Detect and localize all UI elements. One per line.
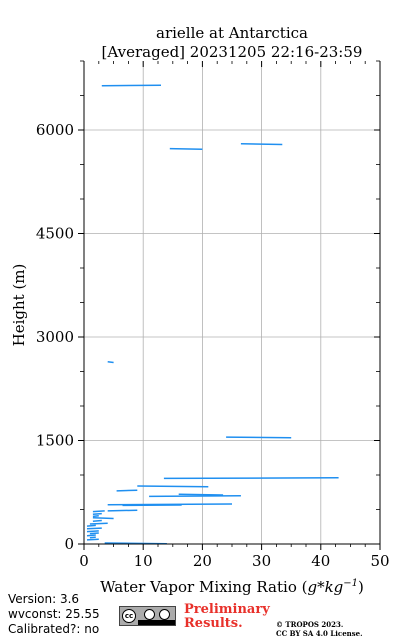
profile-segment-25: [89, 536, 96, 539]
profile-segment-15: [92, 512, 102, 516]
y-axis-label: Height (m): [10, 264, 28, 347]
attribution-icon: [144, 609, 155, 620]
wvconst-text: wvconst: 25.55: [8, 607, 100, 621]
x-tick-label: 50: [370, 552, 389, 570]
profile-segment-17: [92, 517, 114, 520]
license-badge-strip: [138, 620, 175, 625]
profile-segment-21: [86, 527, 102, 530]
copyright-line2: CC BY SA 4.0 License.: [276, 629, 363, 638]
profile-segment-8: [178, 493, 224, 496]
profile-segment-1: [101, 84, 162, 87]
profile-segment-9: [149, 494, 241, 498]
x-axis-label-prefix: Water Vapor Mixing Ratio (: [100, 578, 307, 596]
y-tick-label: 3000: [36, 328, 74, 346]
profile-segment-13: [107, 509, 138, 512]
profile-segment-10: [116, 489, 138, 492]
x-axis-label-math: g*kg: [307, 578, 343, 596]
y-tick-label: 1500: [36, 432, 74, 450]
preliminary-line2: Results.: [184, 616, 243, 631]
profile-segment-7: [137, 485, 209, 488]
x-tick-label: 20: [193, 552, 212, 570]
copyright-notice: © TROPOS 2023. CC BY SA 4.0 License.: [276, 620, 363, 638]
x-axis-label-suffix: ): [358, 578, 364, 596]
profile-segment-2: [169, 147, 203, 151]
profile-segment-26: [86, 538, 99, 541]
preliminary-line1: Preliminary: [184, 602, 270, 617]
x-tick-label: 30: [252, 552, 271, 570]
x-axis-label: Water Vapor Mixing Ratio (g*kg−1): [100, 578, 364, 596]
axes: 0 10 20 30 40 50 0 1500 3000 4500 6000: [36, 60, 390, 570]
grid-lines: [83, 61, 381, 545]
profile-segment-3: [240, 143, 283, 146]
profile-segment-24: [86, 534, 96, 537]
preliminary-results-notice: Preliminary Results.: [184, 603, 270, 631]
chart-title-line1: arielle at Antarctica: [156, 24, 308, 42]
profile-segment-14: [92, 510, 105, 513]
y-tick-label: 0: [64, 535, 74, 553]
calibrated-text: Calibrated?: no: [8, 622, 100, 636]
profile-segment-4: [107, 361, 114, 364]
version-text: Version: 3.6: [8, 592, 80, 606]
profile-segment-5: [226, 436, 292, 439]
share-alike-icon: [159, 609, 170, 620]
y-tick-label: 6000: [36, 121, 74, 139]
y-tick-label: 4500: [36, 225, 74, 243]
profile-segment-19: [89, 522, 108, 525]
water-vapor-profile-chart: 0 10 20 30 40 50 0 1500 3000 4500 6000 arielle at …: [10, 24, 390, 596]
profile-segment-20: [86, 524, 96, 527]
creative-commons-icon: cc: [122, 609, 136, 623]
profile-segment-16: [92, 514, 99, 518]
profile-segment-18: [92, 519, 102, 522]
x-tick-label: 0: [79, 552, 89, 570]
profile-segment-6: [163, 477, 339, 480]
profile-series: [86, 84, 339, 545]
x-tick-label: 10: [134, 552, 153, 570]
profile-segment-23: [89, 532, 99, 535]
profile-segment-22: [86, 530, 99, 533]
cc-by-sa-license-badge: cc: [119, 606, 176, 626]
x-axis-label-exponent: −1: [343, 578, 358, 589]
x-tick-label: 40: [311, 552, 330, 570]
chart-title-line2: [Averaged] 20231205 22:16-23:59: [102, 43, 363, 61]
copyright-line1: © TROPOS 2023.: [276, 620, 344, 629]
